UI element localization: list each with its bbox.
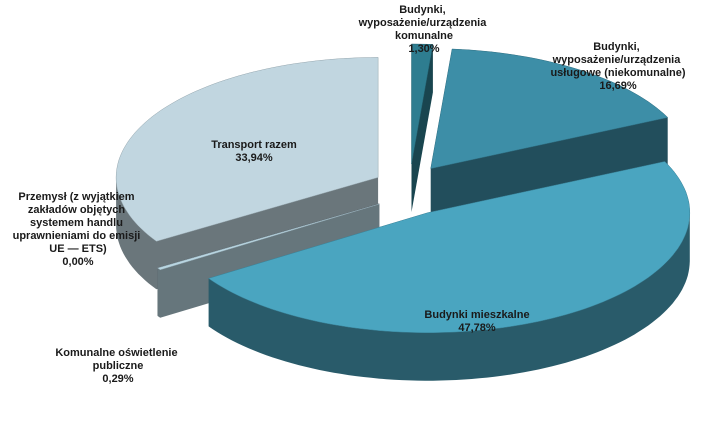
slice [157, 203, 380, 271]
slice-label: Przemysł (z wyjątkiem zakładów objętych … [13, 191, 144, 255]
value-label: 1,30% [408, 43, 439, 55]
value-label: 0,00% [62, 256, 93, 268]
slice [430, 48, 669, 169]
slice [115, 57, 379, 242]
value-label: 47,78% [458, 322, 496, 334]
slice-label: Transport razem [211, 139, 297, 151]
slice-label: Budynki, wyposażenie/urządzenia usługowe… [550, 41, 685, 79]
slice-label: Budynki, wyposażenie/urządzenia komunaln… [358, 4, 490, 42]
value-label: 0,29% [102, 373, 133, 385]
slice [208, 161, 691, 333]
value-label: 33,94% [235, 152, 273, 164]
slice-label: Komunalne oświetlenie publiczne [55, 347, 180, 372]
value-label: 16,69% [599, 80, 637, 92]
slice-label: Budynki mieszkalne [424, 309, 529, 321]
slice [411, 43, 434, 165]
